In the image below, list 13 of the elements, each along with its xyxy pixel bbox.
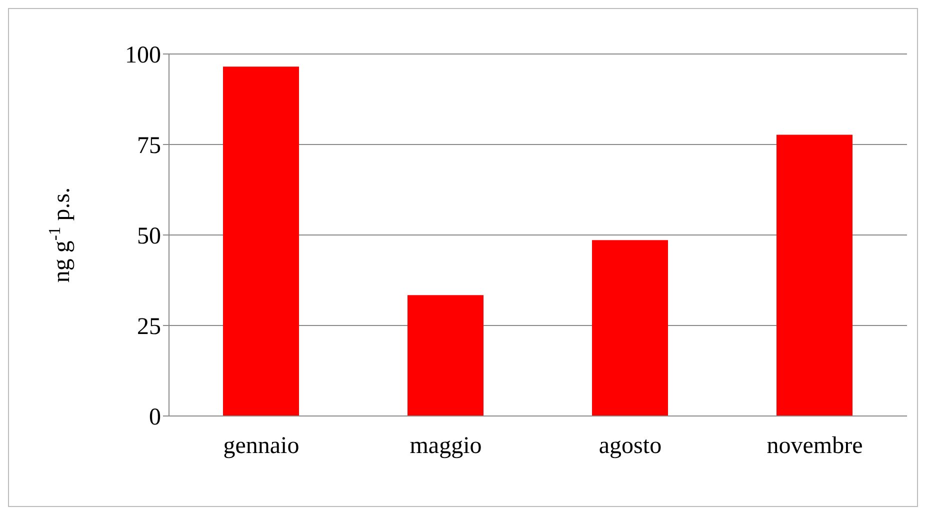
bar (592, 240, 668, 416)
y-tick-label: 0 (149, 404, 161, 431)
x-tick-label: novembre (766, 433, 863, 460)
bar (776, 134, 852, 416)
y-tick-label: 75 (137, 133, 161, 160)
bar (408, 295, 484, 416)
x-tick-label: maggio (410, 433, 482, 460)
y-tick-label: 100 (125, 42, 161, 69)
x-tick-label: gennaio (223, 433, 300, 460)
x-tick-label: agosto (598, 433, 662, 460)
bar (223, 66, 299, 416)
y-tick-label: 25 (137, 314, 161, 340)
y-tick-label: 50 (137, 224, 161, 250)
